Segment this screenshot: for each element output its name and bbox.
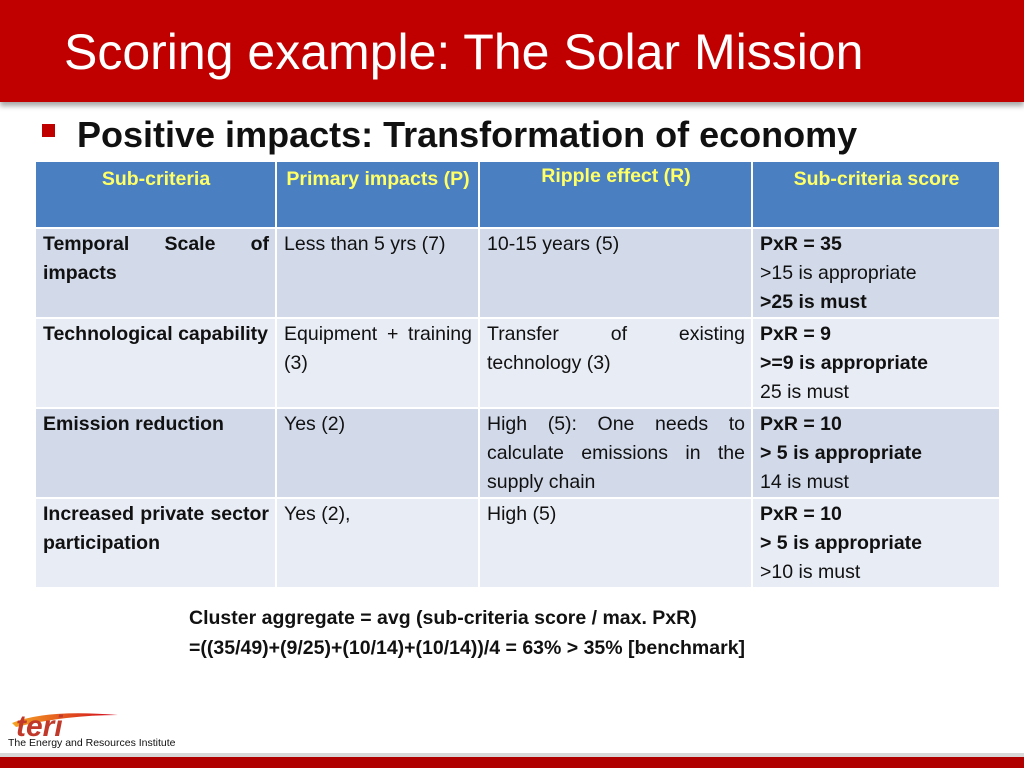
table-row: Technological capability Equipment + tra… [34,317,1001,409]
criterion-cell: Increased private sector participation [34,497,277,589]
ripple-cell: 10-15 years (5) [478,227,753,319]
criterion-cell: Emission reduction [34,407,277,499]
score-must: 25 is must [760,381,849,403]
scoring-table: Sub-criteria Primary impacts (P) Ripple … [34,160,1001,589]
ripple-cell: Transfer of existing technology (3) [478,317,753,409]
score-pxr: PxR = 9 [760,323,832,345]
score-pxr: PxR = 10 [760,413,842,435]
score-pxr: PxR = 10 [760,503,842,525]
square-bullet-icon [42,124,55,137]
score-pxr: PxR = 35 [760,233,842,255]
table-row: Temporal Scale of impacts Less than 5 yr… [34,227,1001,319]
title-bar: Scoring example: The Solar Mission [0,0,1024,102]
logo-caption: The Energy and Resources Institute [8,737,176,749]
score-appropriate: >=9 is appropriate [760,352,928,374]
aggregate-result: =((35/49)+(9/25)+(10/14)+(10/14))/4 = 63… [189,637,746,659]
score-cell: PxR = 35 >15 is appropriate >25 is must [751,227,1001,319]
header-primary-impacts: Primary impacts (P) [275,160,480,229]
slide-subtitle: Positive impacts: Transformation of econ… [77,114,858,155]
criterion-cell: Temporal Scale of impacts [34,227,277,319]
slide-title: Scoring example: The Solar Mission [64,24,864,80]
ripple-cell: High (5) [478,497,753,589]
logo-wordmark: teri [16,710,63,743]
header-sub-criteria-score: Sub-criteria score [751,160,1001,229]
header-sub-criteria: Sub-criteria [34,160,277,229]
teri-logo: teri [12,710,118,743]
table-header-row: Sub-criteria Primary impacts (P) Ripple … [34,160,1001,229]
score-cell: PxR = 9 >=9 is appropriate 25 is must [751,317,1001,409]
bottom-bar [0,753,1024,768]
score-appropriate: > 5 is appropriate [760,442,923,464]
score-cell: PxR = 10 > 5 is appropriate 14 is must [751,407,1001,499]
logo-swoosh [12,713,118,727]
score-appropriate: > 5 is appropriate [760,532,923,554]
primary-cell: Equipment + training (3) [275,317,480,409]
table-row: Emission reduction Yes (2) High (5): One… [34,407,1001,499]
criterion-cell: Technological capability [34,317,277,409]
header-ripple-effect: Ripple effect (R) [478,160,753,229]
primary-cell: Yes (2), [275,497,480,589]
table-row: Increased private sector participation Y… [34,497,1001,589]
score-must: >25 is must [760,291,867,313]
aggregate-formula: Cluster aggregate = avg (sub-criteria sc… [189,607,697,629]
cluster-aggregate: Cluster aggregate = avg (sub-criteria sc… [189,603,745,663]
ripple-cell: High (5): One needs to calculate emissio… [478,407,753,499]
score-cell: PxR = 10 > 5 is appropriate >10 is must [751,497,1001,589]
score-appropriate: >15 is appropriate [760,262,917,284]
primary-cell: Less than 5 yrs (7) [275,227,480,319]
primary-cell: Yes (2) [275,407,480,499]
score-must: 14 is must [760,471,849,493]
score-must: >10 is must [760,561,861,583]
